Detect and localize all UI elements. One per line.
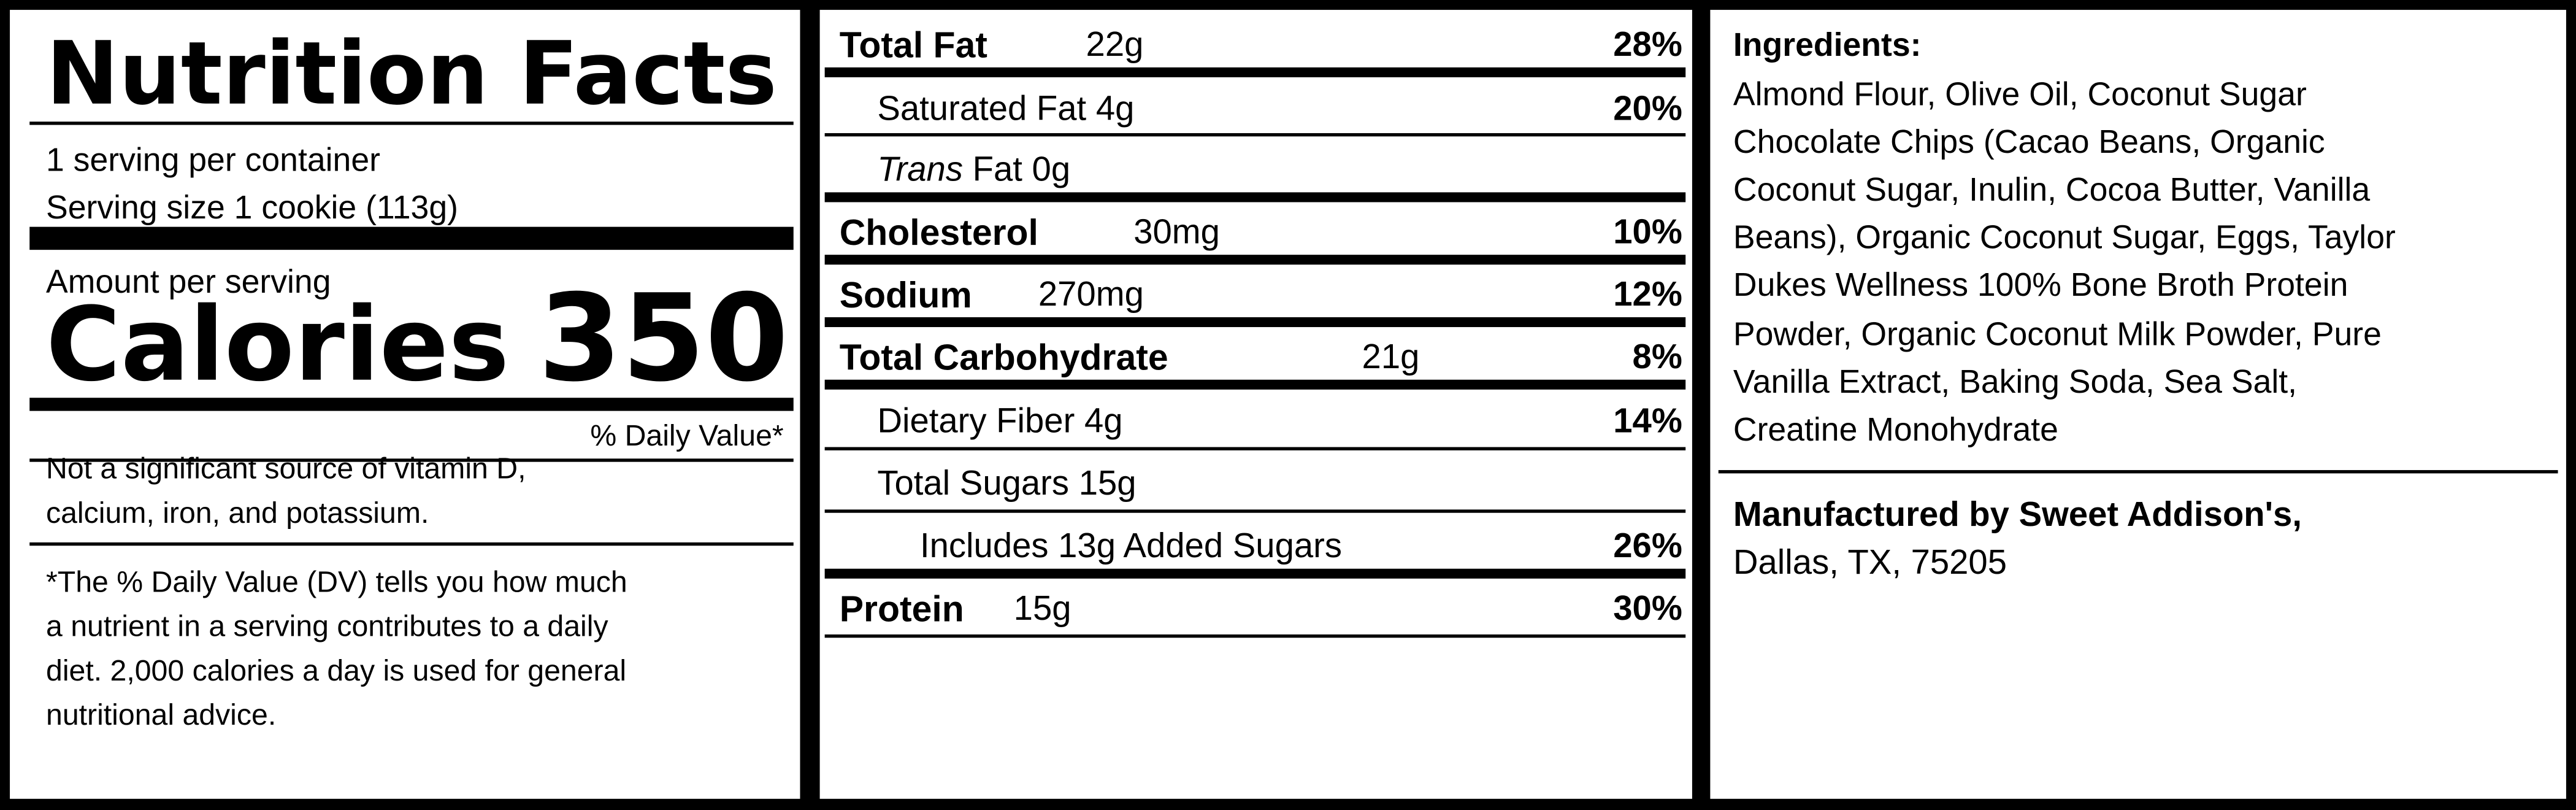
vitamin-note: calcium, iron, and potassium. bbox=[45, 496, 429, 530]
nutrient-row: Saturated Fat 4g bbox=[877, 92, 1134, 126]
rule bbox=[824, 634, 1686, 637]
nutrient-amount: 22g bbox=[1086, 26, 1144, 64]
serving-size: Serving size 1 cookie (113g) bbox=[45, 190, 458, 227]
nutrient-dv: 8% bbox=[1632, 338, 1682, 377]
nutrient-dv: 26% bbox=[1613, 527, 1682, 566]
vitamin-note: Not a significant source of vitamin D, bbox=[45, 452, 526, 485]
nutrient-row: Total Sugars 15g bbox=[877, 467, 1136, 501]
calories-value: 350 bbox=[538, 269, 789, 409]
ingredients-line: Almond Flour, Olive Oil, Coconut Sugar bbox=[1733, 77, 2307, 114]
amount-label: Amount per serving bbox=[45, 264, 331, 301]
footnote: diet. 2,000 calories a day is used for g… bbox=[45, 654, 627, 687]
rule bbox=[824, 509, 1686, 512]
nutrient-dv: 30% bbox=[1613, 590, 1682, 628]
thick-rule bbox=[824, 67, 1686, 77]
ingredients-line: Dukes Wellness 100% Bone Broth Protein bbox=[1733, 268, 2348, 305]
rule bbox=[824, 447, 1686, 450]
thick-rule bbox=[824, 379, 1686, 390]
nutrient-amount: 30mg bbox=[1133, 214, 1220, 252]
ingredients-panel bbox=[1710, 10, 2566, 799]
nutrient-amount: 15g bbox=[1013, 590, 1071, 628]
thick-rule bbox=[824, 255, 1686, 265]
nutrient-name: Sodium bbox=[839, 274, 972, 316]
ingredients-line: Creatine Monohydrate bbox=[1733, 412, 2058, 449]
nutrient-dv: 12% bbox=[1613, 276, 1682, 314]
nutrient-name: Total Fat bbox=[839, 25, 987, 66]
calories-row: Calories 350 bbox=[45, 279, 789, 404]
rule bbox=[29, 122, 794, 125]
nutrient-amount: 4g bbox=[1084, 403, 1123, 441]
nutrient-dv: 20% bbox=[1613, 90, 1682, 128]
calories-label: Calories bbox=[45, 284, 510, 404]
thick-rule bbox=[824, 317, 1686, 328]
nutrient-name: Dietary Fiber bbox=[877, 403, 1075, 441]
nutrient-amount: 0g bbox=[1032, 151, 1071, 190]
rule bbox=[824, 133, 1686, 136]
footnote: a nutrient in a serving contributes to a… bbox=[45, 609, 608, 643]
rule bbox=[29, 458, 794, 461]
nutrient-amount: 15g bbox=[1078, 465, 1137, 503]
ingredients-line: Vanilla Extract, Baking Soda, Sea Salt, bbox=[1733, 364, 2298, 401]
nutrient-dv: 14% bbox=[1613, 403, 1682, 441]
ingredients-line: Chocolate Chips (Cacao Beans, Organic bbox=[1733, 125, 2325, 161]
footnote: *The % Daily Value (DV) tells you how mu… bbox=[45, 565, 627, 598]
manufacturer-name: Manufactured by Sweet Addison's, bbox=[1733, 496, 2302, 534]
nutrient-dv: 10% bbox=[1613, 214, 1682, 252]
nutrient-name: Total Sugars bbox=[877, 465, 1070, 503]
nutrient-name: Protein bbox=[839, 588, 964, 630]
ingredients-line: Beans), Organic Coconut Sugar, Eggs, Tay… bbox=[1733, 220, 2396, 257]
ingredients-title: Ingredients: bbox=[1733, 28, 1922, 64]
nutrient-name: Saturated Fat bbox=[877, 90, 1087, 128]
nutrient-name: Total Carbohydrate bbox=[839, 337, 1168, 379]
daily-value-header: % Daily Value* bbox=[590, 419, 784, 452]
servings: 1 serving per container bbox=[45, 143, 380, 179]
nutrient-name: Cholesterol bbox=[839, 212, 1038, 253]
rule bbox=[29, 542, 794, 545]
nutrients-panel bbox=[819, 10, 1692, 799]
thick-rule bbox=[824, 568, 1686, 579]
nutrient-name: Fat bbox=[972, 151, 1022, 190]
ingredients-line: Powder, Organic Coconut Milk Powder, Pur… bbox=[1733, 316, 2382, 353]
ingredients-line: Coconut Sugar, Inulin, Cocoa Butter, Van… bbox=[1733, 172, 2371, 209]
nutrient-row: Dietary Fiber 4g bbox=[877, 404, 1122, 439]
title: Nutrition Facts bbox=[45, 25, 777, 125]
nutrient-amount: 21g bbox=[1362, 338, 1420, 377]
nutrient-label: Includes 13g Added Sugars bbox=[919, 527, 1343, 566]
nutrient-row: Trans Fat 0g bbox=[877, 153, 1070, 187]
nutrient-dv: 28% bbox=[1613, 26, 1682, 64]
footnote: nutritional advice. bbox=[45, 698, 277, 731]
rule bbox=[1718, 470, 2558, 473]
thick-rule bbox=[824, 192, 1686, 202]
manufacturer-address: Dallas, TX, 75205 bbox=[1733, 544, 2007, 582]
nutrient-amount: 4g bbox=[1095, 90, 1135, 128]
nutrient-amount: 270mg bbox=[1038, 276, 1144, 314]
thick-rule bbox=[29, 226, 794, 250]
thick-rule bbox=[29, 398, 794, 411]
nutrient-prefix: Trans bbox=[877, 151, 963, 190]
